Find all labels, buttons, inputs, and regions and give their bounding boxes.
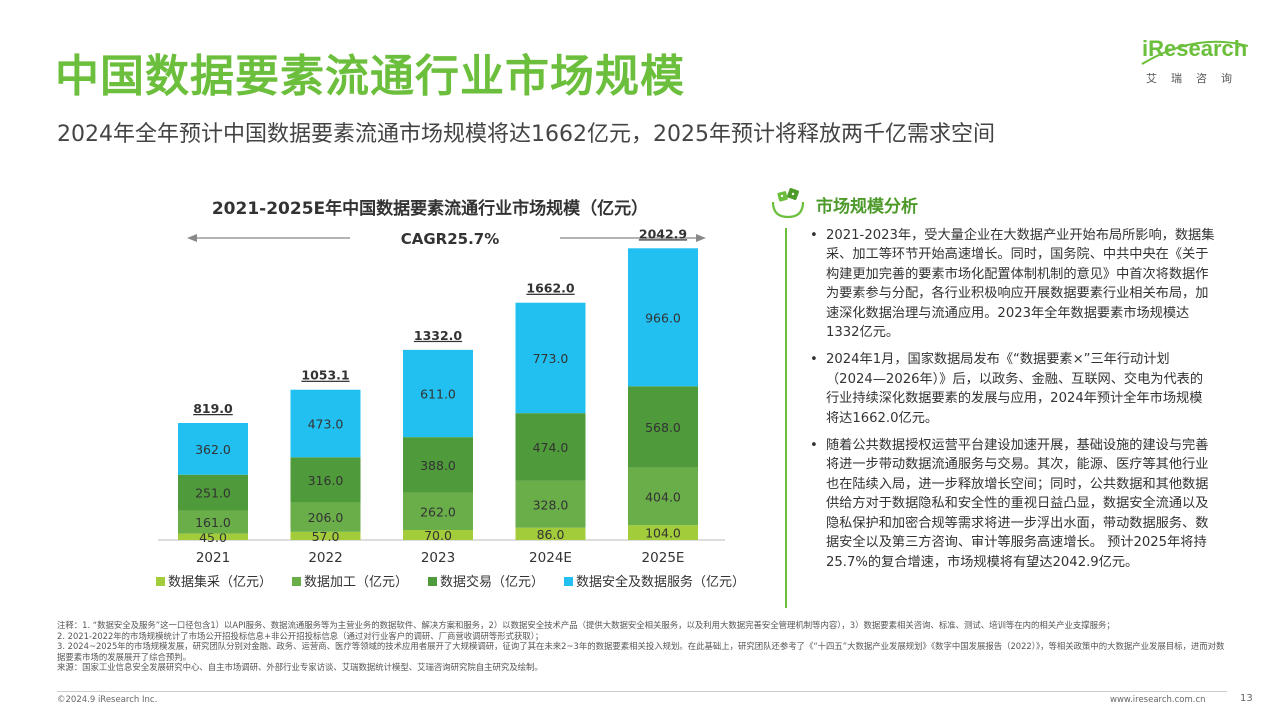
analysis-divider (785, 228, 787, 608)
logo-chinese: 艾瑞咨询 (1146, 70, 1246, 86)
chart-title: 2021-2025E年中国数据要素流通行业市场规模（亿元） (150, 194, 710, 219)
legend-swatch (564, 577, 573, 586)
data-label: 362.0 (195, 442, 231, 457)
footnote-line: 来源：国家工业信息安全发展研究中心、自主市场调研、外部行业专家访谈、艾瑞数据统计… (57, 662, 1227, 673)
analysis-bullet: 随着公共数据授权运营平台建设加速开展，基础设施的建设与完善将进一步带动数据流通服… (810, 436, 1215, 572)
x-tick-label: 2022 (308, 550, 342, 566)
data-label: 161.0 (195, 515, 231, 530)
legend-label: 数据加工（亿元） (304, 575, 408, 590)
legend-swatch (428, 577, 437, 586)
data-label: 86.0 (537, 527, 565, 542)
iresearch-logo: iResearch 艾瑞咨询 (1140, 36, 1250, 90)
analysis-bullets: 2021-2023年，受大量企业在大数据产业开始布局所影响，数据集采、加工等环节… (810, 226, 1215, 580)
footnote-line: 3. 2024~2025年的市场规模发展，研究团队分别对金融、政务、运营商、医疗… (57, 641, 1227, 662)
x-tick-label: 2025E (642, 550, 685, 566)
logo-brand: iResearch (1142, 36, 1247, 62)
page-title: 中国数据要素流通行业市场规模 (55, 40, 685, 104)
data-label: 316.0 (308, 473, 344, 488)
legend-label: 数据交易（亿元） (440, 574, 544, 590)
cagr-label: CAGR25.7% (401, 230, 500, 248)
data-label: 966.0 (645, 310, 681, 325)
footnotes: 注释：1. “数据安全及服务”这一口径包含1）以API服务、数据流通服务等为主营… (57, 620, 1227, 673)
data-label: 262.0 (420, 504, 456, 519)
legend-swatch (156, 577, 165, 586)
data-label: 404.0 (645, 489, 681, 504)
cagr-arrowhead-right (696, 234, 706, 242)
total-label: 2042.9 (639, 226, 687, 241)
footnote-line: 注释：1. “数据安全及服务”这一口径包含1）以API服务、数据流通服务等为主营… (57, 620, 1227, 631)
data-label: 104.0 (645, 526, 681, 541)
data-label: 474.0 (533, 440, 569, 455)
page-number: 13 (1240, 693, 1253, 704)
total-label: 1662.0 (526, 281, 575, 296)
data-label: 568.0 (645, 420, 681, 435)
total-label: 1332.0 (414, 328, 463, 343)
legend-label: 数据安全及数据服务（亿元） (576, 574, 740, 590)
data-label: 328.0 (533, 497, 569, 512)
footer-copyright: ©2024.9 iResearch Inc. (57, 695, 157, 705)
stacked-bar-chart: CAGR25.7%45.0161.0251.0362.0819.0202157.… (150, 222, 740, 602)
data-label: 611.0 (420, 387, 456, 402)
analysis-icon (770, 186, 806, 220)
total-label: 819.0 (193, 401, 233, 416)
data-label: 473.0 (308, 417, 344, 432)
cagr-arrowhead-left (187, 234, 197, 242)
analysis-bullet: 2024年1月，国家数据局发布《“数据要素×”三年行动计划（2024—2026年… (810, 350, 1215, 428)
data-label: 251.0 (195, 486, 231, 501)
legend-swatch (292, 577, 301, 586)
page-subtitle: 2024年全年预计中国数据要素流通市场规模将达1662亿元，2025年预计将释放… (57, 116, 995, 148)
footer-divider (57, 691, 1227, 692)
data-label: 206.0 (308, 510, 344, 525)
footer-url[interactable]: www.iresearch.com.cn (1110, 695, 1206, 705)
data-label: 70.0 (424, 528, 452, 543)
data-label: 773.0 (533, 351, 569, 366)
footnote-line: 2. 2021-2022年的市场规模统计了市场公开招投标信息+非公开招投标信息（… (57, 631, 1227, 642)
total-label: 1053.1 (301, 368, 349, 383)
analysis-heading: 市场规模分析 (816, 192, 918, 217)
x-tick-label: 2023 (421, 550, 455, 566)
x-tick-label: 2024E (529, 550, 572, 566)
data-label: 388.0 (420, 458, 456, 473)
x-tick-label: 2021 (196, 550, 230, 566)
legend-label: 数据集采（亿元） (168, 574, 272, 590)
analysis-bullet: 2021-2023年，受大量企业在大数据产业开始布局所影响，数据集采、加工等环节… (810, 226, 1215, 342)
